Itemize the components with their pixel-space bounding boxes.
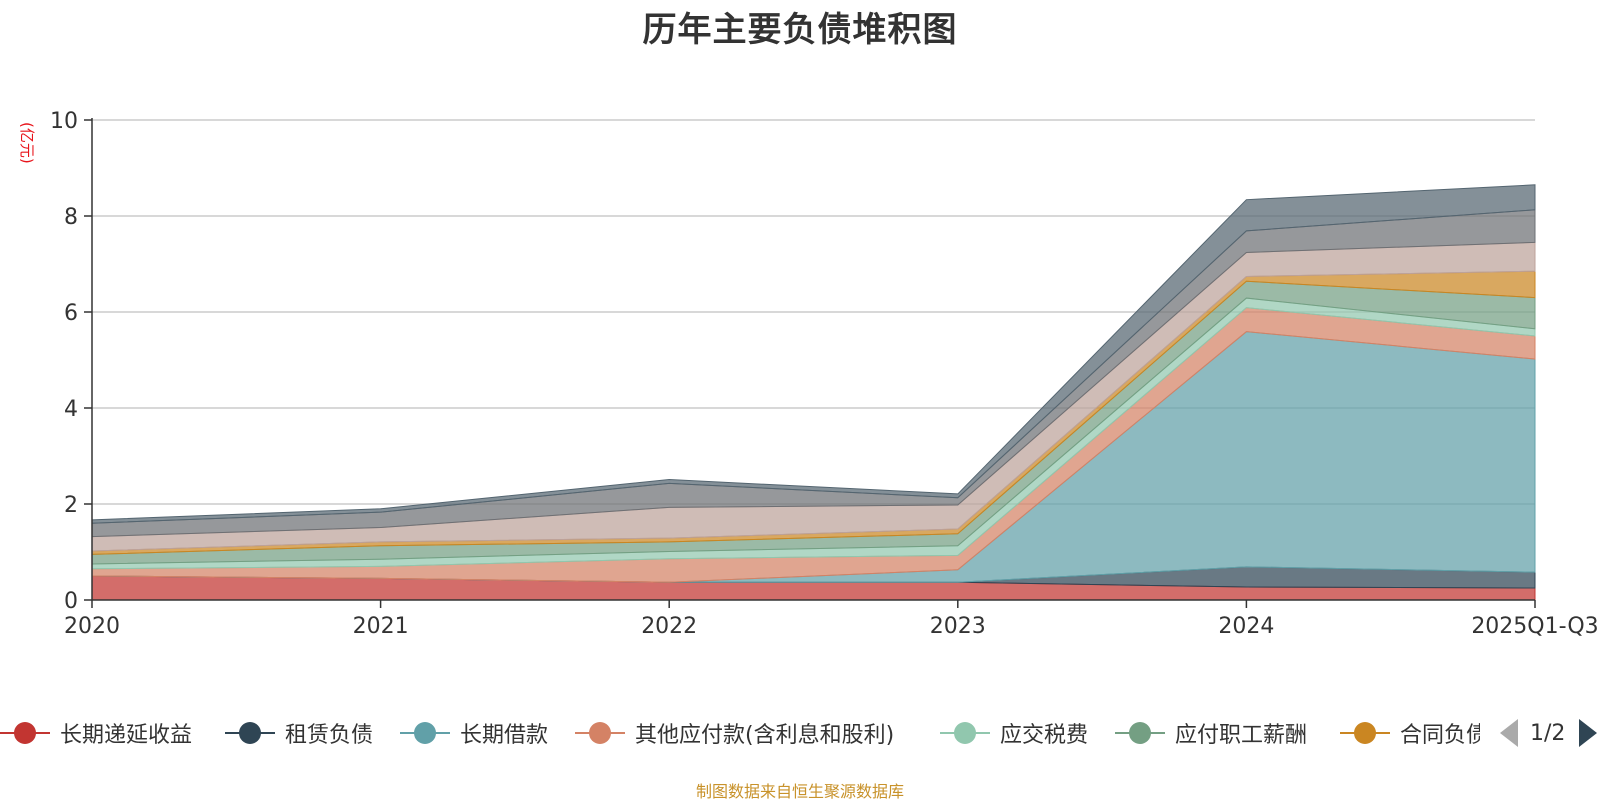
legend-prev-page-icon[interactable] [1500, 719, 1518, 747]
x-tick-label: 2022 [641, 614, 697, 639]
y-tick-label: 2 [64, 493, 78, 518]
y-tick-label: 10 [50, 109, 78, 134]
legend-marker-icon [225, 716, 275, 750]
x-tick-label: 2020 [64, 614, 120, 639]
legend-label: 应付职工薪酬 [1175, 723, 1308, 748]
legend-page-indicator: 1/2 [1530, 720, 1566, 746]
legend-marker-icon [400, 716, 450, 750]
legend-label: 长期递延收益 [60, 723, 193, 748]
x-tick-label: 2023 [930, 614, 986, 639]
x-tick-label: 2024 [1218, 614, 1274, 639]
legend-marker-icon [1340, 716, 1390, 750]
legend: 长期递延收益 租赁负债 长期借款 其他应付款(含利息和股利) 应交税费 应付职工薪酬 合同负… [0, 716, 1480, 750]
chart-title: 历年主要负债堆积图 [642, 10, 958, 50]
legend-item[interactable]: 其他应付款(含利息和股利) [575, 716, 894, 750]
x-tick-label: 2021 [353, 614, 409, 639]
axes: 0 2 4 6 8 10 2020 2021 2022 2023 2024 2025Q1-Q3 [50, 109, 1599, 639]
x-tick-label: 2025Q1-Q3 [1471, 614, 1598, 639]
y-tick-label: 4 [64, 397, 78, 422]
legend-item[interactable]: 长期递延收益 [0, 716, 192, 750]
data-source-note: 制图数据来自恒生聚源数据库 [695, 782, 904, 801]
legend-item[interactable]: 租赁负债 [225, 716, 373, 750]
legend-label: 合同负债 [1400, 723, 1480, 748]
legend-label: 应交税费 [1000, 723, 1089, 748]
legend-next-page-icon[interactable] [1579, 719, 1598, 747]
legend-item[interactable]: 应付职工薪酬 [1115, 716, 1307, 750]
legend-item[interactable]: 应交税费 [940, 716, 1088, 750]
legend-label: 长期借款 [460, 723, 549, 748]
y-tick-label: 0 [64, 589, 78, 614]
y-tick-label: 8 [64, 205, 78, 230]
legend-marker-icon [0, 716, 50, 750]
legend-item[interactable]: 合同负债 [1340, 716, 1480, 750]
legend-label: 其他应付款(含利息和股利) [635, 723, 895, 748]
area-series-9 [91, 184, 1536, 524]
legend-marker-icon [1115, 716, 1165, 750]
stacked-area-chart: 0 2 4 6 8 10 2020 2021 2022 2023 2024 2025Q1-Q3 [50, 109, 1599, 639]
legend-item[interactable]: 长期借款 [400, 716, 548, 750]
legend-marker-icon [940, 716, 990, 750]
legend-label: 租赁负债 [285, 723, 374, 748]
legend-pager: 1/2 [1500, 716, 1598, 750]
y-tick-label: 6 [64, 301, 78, 326]
area-series [91, 184, 1536, 601]
legend-marker-icon [575, 716, 625, 750]
